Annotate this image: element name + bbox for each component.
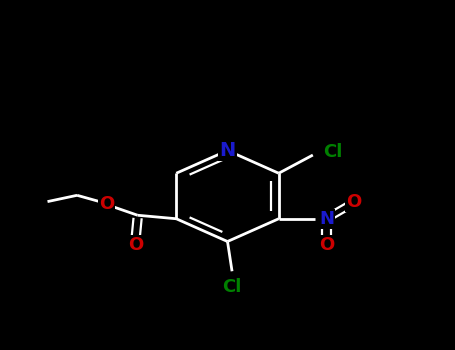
Text: O: O [319,236,334,254]
Text: N: N [219,141,236,160]
Text: Cl: Cl [222,278,242,295]
Text: O: O [346,193,361,211]
Text: O: O [128,236,143,254]
Text: Cl: Cl [323,143,342,161]
Text: N: N [319,210,334,228]
Text: O: O [99,195,114,213]
